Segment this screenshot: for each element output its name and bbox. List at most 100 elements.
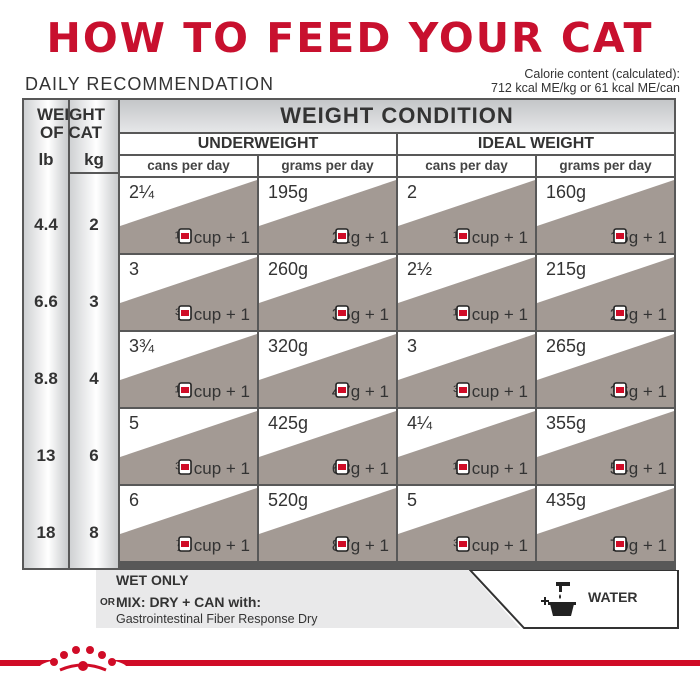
or-label: OR — [100, 597, 115, 608]
cell-shade — [120, 334, 257, 407]
calorie-line-1: Calorie content (calculated): — [524, 67, 680, 81]
cell-bottom-value: ½ cup + 1 — [453, 459, 528, 479]
table-cell: 320g 47g + 1 — [259, 332, 396, 407]
mix-label: MIX: DRY + CAN with: — [116, 594, 262, 610]
table-cell: 265g 36g + 1 — [537, 332, 674, 407]
cell-shade — [120, 257, 257, 330]
can-icon — [178, 536, 192, 552]
subheader-cans-underweight: cans per day — [120, 156, 257, 176]
cell-bottom-text: ¼ cup + 1 — [174, 228, 250, 247]
cell-bottom-text: ½ cup + 1 — [174, 382, 250, 401]
can-icon — [456, 228, 470, 244]
row-lb: 4.4 — [34, 215, 58, 234]
table-cell: 215g 26g + 1 — [537, 255, 674, 330]
can-icon — [334, 536, 349, 552]
cell-bottom-value: ½ cup + 1 — [175, 382, 250, 402]
table-cell: 5 ¾ cup + 1 — [398, 486, 535, 561]
kg-label: kg — [84, 150, 104, 169]
cell-shade — [398, 180, 535, 253]
cell-shade — [398, 334, 535, 407]
can-icon — [334, 459, 349, 475]
cell-shade — [537, 411, 674, 484]
can-icon — [612, 382, 627, 398]
cell-bottom-value: 87g + 1 — [332, 536, 389, 556]
cell-shade — [259, 257, 396, 330]
table-cell: 2 ⅛ cup + 1 — [398, 178, 535, 253]
cell-bottom-value: ⅞ cup + 1 — [175, 536, 250, 556]
calorie-line-2: 712 kcal ME/kg or 61 kcal ME/can — [491, 81, 680, 95]
can-icon — [456, 459, 470, 475]
table-cell: 2½ ¼ cup + 1 — [398, 255, 535, 330]
calorie-content: Calorie content (calculated): 712 kcal M… — [491, 67, 680, 95]
wet-only-label: WET ONLY — [116, 572, 189, 588]
row-lb: 18 — [36, 523, 56, 542]
cell-bottom-value: 35g + 1 — [332, 305, 389, 325]
cell-bottom-value: 54g + 1 — [610, 459, 667, 479]
row-kg: 3 — [89, 292, 99, 311]
cell-shade — [398, 411, 535, 484]
cell-top-value: 2¼ — [129, 182, 155, 202]
cell-shade — [537, 180, 674, 253]
daily-recommendation-label: DAILY RECOMMENDATION — [25, 74, 275, 94]
can-icon — [456, 305, 470, 321]
cell-bottom-value: 47g + 1 — [332, 382, 389, 402]
cell-shade — [537, 334, 674, 407]
cell-bottom-text: ⅞ cup + 1 — [174, 536, 250, 555]
subheader-grams-ideal: grams per day — [537, 156, 674, 176]
cell-top-value: 6 — [129, 490, 140, 510]
cell-top-value: 320g — [268, 336, 309, 356]
cell-bottom-value: 68g + 1 — [332, 459, 389, 479]
cell-top-value: 355g — [546, 413, 587, 433]
cell-top-value: 2½ — [407, 259, 433, 279]
cell-bottom-text: ¾ cup + 1 — [174, 459, 250, 478]
can-icon — [456, 382, 470, 398]
cell-shade — [120, 488, 257, 561]
cell-shade — [120, 180, 257, 253]
feeding-table: WEIGHT OF CAT lb kg WEIGHT CONDITION UND… — [22, 98, 676, 570]
table-cell: 2¼ ¼ cup + 1 — [120, 178, 257, 253]
royal-canin-crown-logo — [40, 646, 126, 676]
cell-shade — [398, 488, 535, 561]
can-icon — [456, 536, 470, 552]
cell-bottom-text: ⅜ cup + 1 — [452, 382, 528, 401]
cell-top-value: 3 — [407, 336, 418, 356]
can-icon — [178, 305, 192, 321]
can-icon — [612, 305, 627, 321]
table-cell: 4¼ ½ cup + 1 — [398, 409, 535, 484]
lb-column-bar — [24, 100, 68, 568]
cell-top-value: 265g — [546, 336, 587, 356]
table-cell: 5 ¾ cup + 1 — [120, 409, 257, 484]
row-kg: 8 — [89, 523, 99, 542]
cell-shade — [259, 334, 396, 407]
can-icon — [612, 228, 627, 244]
cell-bottom-value: ⅛ cup + 1 — [453, 228, 528, 248]
table-cell: 195g 22g + 1 — [259, 178, 396, 253]
brand-red-line — [0, 660, 700, 666]
weight-header-line-2: OF CAT — [39, 123, 102, 142]
table-cell: 160g 16g + 1 — [537, 178, 674, 253]
cell-shade — [259, 411, 396, 484]
group-ideal-weight: IDEAL WEIGHT — [398, 134, 674, 154]
can-icon — [178, 382, 192, 398]
page-title: HOW TO FEED YOUR CAT — [46, 14, 654, 62]
table-cell: 260g 35g + 1 — [259, 255, 396, 330]
cell-bottom-text: ⅛ cup + 1 — [452, 228, 528, 247]
cell-bottom-value: ⅜ cup + 1 — [175, 305, 250, 325]
subheader-grams-underweight: grams per day — [259, 156, 396, 176]
cell-bottom-value: ⅜ cup + 1 — [453, 382, 528, 402]
cell-bottom-value: 70g + 1 — [610, 536, 667, 556]
row-lb: 13 — [36, 446, 56, 465]
can-icon — [612, 536, 627, 552]
can-icon — [178, 228, 192, 244]
kg-column-bar — [70, 174, 118, 568]
can-icon — [178, 459, 192, 475]
cell-bottom-value: ¾ cup + 1 — [175, 459, 250, 479]
table-cell: 3¾ ½ cup + 1 — [120, 332, 257, 407]
cell-shade — [537, 488, 674, 561]
row-kg: 2 — [89, 215, 99, 234]
cell-bottom-value: 26g + 1 — [610, 305, 667, 325]
cell-bottom-value: 22g + 1 — [332, 228, 389, 248]
weight-header-line-1: WEIGHT — [37, 105, 105, 124]
cell-bottom-value: ¼ cup + 1 — [175, 228, 250, 248]
cell-bottom-text: ¼ cup + 1 — [452, 305, 528, 324]
